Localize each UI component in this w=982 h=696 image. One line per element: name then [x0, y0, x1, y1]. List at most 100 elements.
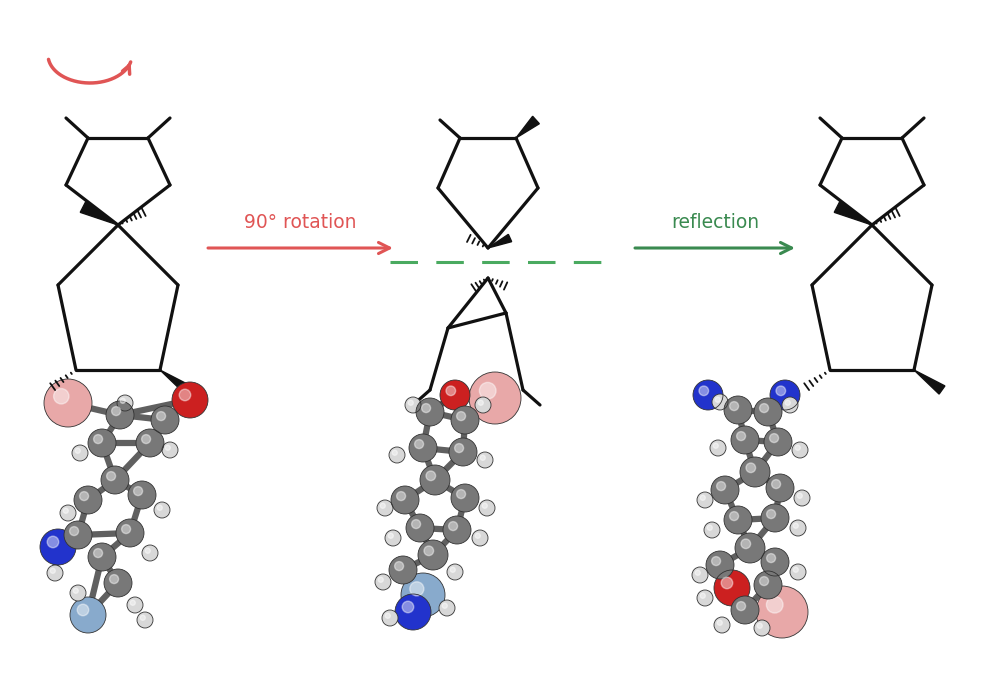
Circle shape	[64, 521, 92, 549]
Circle shape	[88, 429, 116, 457]
Circle shape	[736, 601, 745, 610]
Circle shape	[730, 512, 738, 521]
Circle shape	[74, 486, 102, 514]
Circle shape	[754, 398, 782, 426]
Circle shape	[731, 596, 759, 624]
Circle shape	[72, 445, 88, 461]
Circle shape	[70, 585, 86, 601]
Circle shape	[439, 600, 455, 616]
Circle shape	[142, 545, 158, 561]
Circle shape	[795, 445, 800, 450]
Circle shape	[375, 574, 391, 590]
Circle shape	[712, 394, 728, 410]
Circle shape	[700, 593, 705, 599]
Circle shape	[710, 440, 726, 456]
Circle shape	[721, 577, 733, 589]
Circle shape	[405, 397, 421, 413]
Polygon shape	[160, 370, 191, 394]
Circle shape	[165, 445, 170, 450]
Circle shape	[695, 570, 700, 576]
Circle shape	[93, 548, 102, 557]
Circle shape	[131, 600, 136, 606]
Circle shape	[740, 457, 770, 487]
Polygon shape	[914, 370, 945, 394]
Circle shape	[757, 623, 762, 628]
Circle shape	[388, 533, 394, 538]
Circle shape	[475, 533, 480, 538]
Circle shape	[711, 476, 739, 504]
Polygon shape	[488, 235, 512, 248]
Circle shape	[421, 404, 430, 413]
Circle shape	[50, 568, 55, 574]
Circle shape	[88, 543, 116, 571]
Circle shape	[793, 523, 798, 528]
Circle shape	[479, 382, 496, 399]
Circle shape	[80, 491, 88, 500]
Circle shape	[145, 548, 150, 553]
Circle shape	[706, 551, 734, 579]
Circle shape	[120, 398, 126, 403]
Circle shape	[392, 450, 398, 455]
Circle shape	[767, 553, 776, 562]
Circle shape	[47, 565, 63, 581]
Circle shape	[790, 564, 806, 580]
Circle shape	[735, 533, 765, 563]
Circle shape	[712, 557, 721, 566]
Circle shape	[715, 397, 721, 402]
Circle shape	[736, 432, 745, 441]
Circle shape	[731, 426, 759, 454]
Circle shape	[786, 400, 791, 405]
Text: reflection: reflection	[671, 213, 759, 232]
Circle shape	[478, 400, 483, 405]
Circle shape	[754, 571, 782, 599]
Circle shape	[47, 536, 59, 548]
Circle shape	[792, 442, 808, 458]
Circle shape	[409, 582, 424, 596]
Circle shape	[377, 500, 393, 516]
Circle shape	[401, 573, 445, 617]
Circle shape	[477, 452, 493, 468]
Circle shape	[724, 506, 752, 534]
Circle shape	[782, 397, 798, 413]
Circle shape	[697, 590, 713, 606]
Circle shape	[411, 520, 420, 528]
Circle shape	[136, 429, 164, 457]
Circle shape	[128, 481, 156, 509]
Circle shape	[756, 586, 808, 638]
Circle shape	[116, 519, 144, 547]
Circle shape	[770, 434, 779, 443]
Circle shape	[475, 397, 491, 413]
Circle shape	[451, 406, 479, 434]
Circle shape	[378, 577, 383, 583]
Circle shape	[179, 389, 191, 401]
Circle shape	[112, 406, 121, 416]
Circle shape	[766, 596, 783, 613]
Circle shape	[60, 505, 76, 521]
Circle shape	[106, 401, 134, 429]
Circle shape	[172, 382, 208, 418]
Circle shape	[380, 503, 385, 508]
Circle shape	[790, 520, 806, 536]
Circle shape	[457, 411, 465, 420]
Circle shape	[395, 594, 431, 630]
Circle shape	[40, 529, 76, 565]
Circle shape	[449, 521, 458, 530]
Circle shape	[110, 575, 119, 583]
Circle shape	[700, 495, 705, 500]
Circle shape	[406, 514, 434, 542]
Circle shape	[156, 411, 166, 420]
Circle shape	[767, 509, 776, 519]
Circle shape	[127, 597, 143, 613]
Circle shape	[382, 610, 398, 626]
Circle shape	[418, 540, 448, 570]
Circle shape	[450, 567, 456, 572]
Circle shape	[137, 612, 153, 628]
Circle shape	[697, 492, 713, 508]
Circle shape	[397, 491, 406, 500]
Circle shape	[54, 388, 69, 404]
Circle shape	[385, 530, 401, 546]
Circle shape	[157, 505, 162, 510]
Circle shape	[717, 482, 726, 491]
Circle shape	[699, 386, 709, 395]
Circle shape	[457, 489, 465, 498]
